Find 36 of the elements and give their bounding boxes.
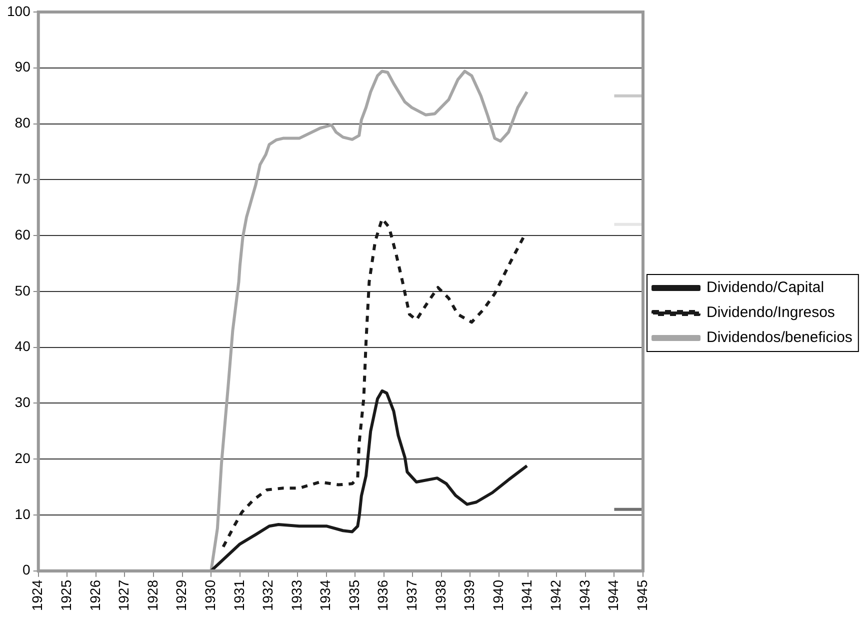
x-tick-label: 1937: [404, 580, 420, 612]
x-tick-label: 1944: [605, 580, 622, 612]
x-tick-label: 1938: [432, 580, 448, 612]
x-tick-label: 1933: [288, 580, 304, 612]
y-tick-label: 70: [14, 170, 31, 187]
x-tick-label: 1936: [374, 580, 391, 612]
x-tick-label: 1931: [230, 580, 247, 612]
x-tick-label: 1928: [144, 580, 160, 612]
y-tick-label: 90: [14, 58, 31, 75]
x-tick-label: 1924: [29, 580, 46, 612]
x-tick-label: 1941: [518, 580, 535, 612]
y-tick-label: 10: [14, 506, 31, 522]
y-tick-label: 80: [14, 114, 31, 131]
y-tick-label: 20: [14, 450, 31, 466]
x-tick-label: 1932: [260, 580, 276, 612]
y-tick-label: 40: [14, 338, 31, 354]
x-tick-label: 1930: [202, 580, 218, 612]
x-tick-label: 1929: [173, 580, 190, 612]
x-tick-label: 1940: [490, 580, 506, 612]
x-tick-label: 1926: [86, 580, 103, 612]
x-tick-label: 1945: [634, 580, 650, 612]
x-tick-label: 1925: [58, 580, 74, 612]
y-tick-label: 60: [14, 226, 31, 242]
legend-label: Dividendos/beneficios: [706, 329, 852, 346]
legend-label: Dividendo/Ingresos: [706, 304, 835, 322]
x-tick-label: 1943: [576, 580, 592, 612]
x-tick-label: 1927: [116, 580, 132, 612]
legend-label: Dividendo/Capital: [706, 279, 824, 296]
x-tick-label: 1934: [317, 580, 334, 612]
y-tick-label: 30: [14, 394, 31, 410]
y-tick-label: 50: [14, 282, 31, 298]
x-tick-label: 1935: [346, 580, 362, 612]
y-tick-label: 0: [22, 562, 31, 578]
x-tick-label: 1939: [461, 580, 478, 612]
x-tick-label: 1942: [547, 580, 564, 612]
y-tick-label: 100: [7, 2, 31, 19]
